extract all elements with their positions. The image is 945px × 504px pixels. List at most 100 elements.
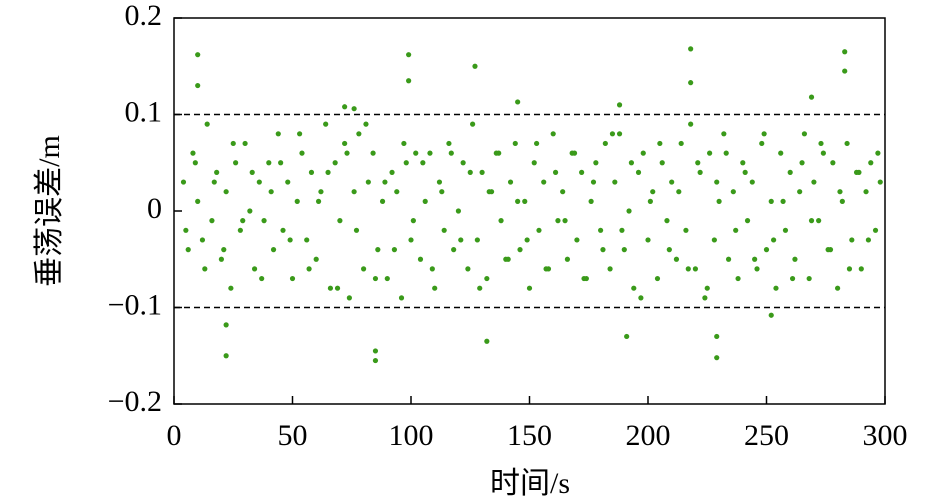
point (778, 150, 784, 156)
point (429, 266, 435, 272)
point (315, 198, 322, 204)
point (771, 237, 777, 243)
point (593, 160, 599, 166)
point (180, 179, 187, 185)
point (763, 247, 770, 253)
point (270, 247, 277, 253)
point (780, 198, 786, 204)
point (707, 150, 713, 156)
point (872, 227, 879, 233)
point (624, 333, 630, 340)
point (844, 140, 850, 147)
point (214, 169, 220, 175)
point (410, 218, 416, 224)
point (534, 140, 540, 147)
point (256, 179, 262, 185)
point (408, 237, 414, 243)
point (787, 169, 793, 175)
x-tick-label: 300 (863, 419, 908, 452)
point (346, 295, 352, 301)
point (721, 131, 727, 137)
point (659, 160, 665, 166)
point (507, 179, 514, 185)
point (223, 189, 229, 195)
point (458, 237, 464, 243)
point (673, 256, 680, 262)
point (837, 189, 843, 195)
point (394, 189, 400, 195)
point (195, 52, 201, 58)
point (635, 169, 642, 175)
point (695, 160, 701, 166)
point (607, 266, 613, 272)
point (808, 94, 815, 100)
point (752, 256, 758, 262)
point (266, 160, 272, 166)
point (714, 333, 720, 340)
point (318, 189, 324, 195)
point (714, 355, 720, 361)
point (436, 179, 443, 185)
point (289, 275, 296, 282)
point (863, 189, 869, 195)
point (242, 140, 248, 147)
point (441, 227, 447, 233)
point (711, 237, 717, 243)
plot-frame (173, 17, 886, 405)
point (223, 353, 229, 359)
point (278, 160, 284, 166)
point (714, 179, 720, 185)
point (842, 49, 848, 55)
point (877, 179, 883, 185)
point (612, 179, 618, 185)
point (218, 256, 224, 262)
point (811, 179, 817, 185)
point (723, 150, 729, 156)
point (768, 312, 774, 318)
point (297, 131, 303, 137)
point (799, 160, 805, 166)
point (460, 160, 466, 166)
point (323, 121, 329, 127)
point (237, 227, 243, 233)
point (543, 266, 549, 272)
point (398, 295, 405, 301)
point (647, 198, 653, 204)
point (849, 237, 855, 243)
point (505, 256, 511, 262)
point (688, 80, 694, 86)
point (287, 237, 293, 243)
point (247, 208, 253, 214)
point (666, 247, 672, 253)
point (223, 322, 229, 328)
point (704, 285, 710, 291)
point (744, 218, 751, 224)
point (640, 150, 646, 156)
point (221, 247, 227, 253)
x-tick-label: 150 (507, 419, 552, 452)
point (304, 237, 310, 243)
point (327, 285, 334, 291)
point (830, 160, 836, 166)
point (716, 198, 722, 204)
point (406, 78, 412, 84)
point (768, 198, 774, 204)
x-tick-label: 50 (278, 419, 308, 452)
point (308, 169, 315, 175)
point (240, 218, 246, 224)
point (472, 63, 478, 69)
point (685, 266, 691, 272)
point (631, 285, 637, 291)
point (581, 275, 587, 282)
point (628, 160, 635, 166)
point (820, 150, 826, 156)
x-tick-label: 0 (167, 419, 182, 452)
point (552, 169, 559, 175)
point (446, 140, 452, 147)
point (806, 275, 812, 282)
point (342, 140, 348, 147)
point (742, 169, 748, 175)
y-tick-label: 0.1 (125, 95, 163, 128)
point (496, 150, 502, 156)
x-axis-label: 时间/s (490, 467, 570, 500)
